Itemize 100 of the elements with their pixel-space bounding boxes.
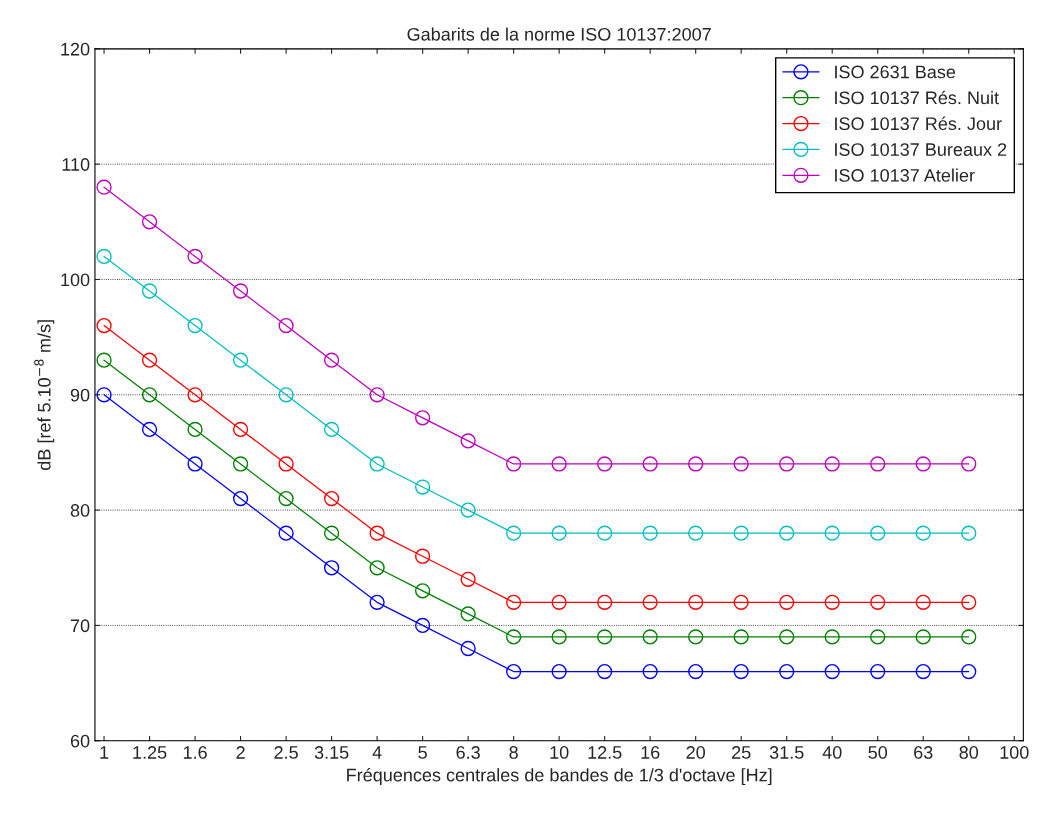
point <box>915 663 931 680</box>
point <box>187 387 203 403</box>
point <box>870 525 886 541</box>
point <box>961 663 977 680</box>
point <box>642 456 658 472</box>
x-tick-label: 1.6 <box>183 746 207 759</box>
point <box>688 594 704 610</box>
x-tick-label: 25 <box>732 746 751 759</box>
point <box>824 594 840 610</box>
point <box>733 456 749 472</box>
point <box>870 663 886 680</box>
point <box>141 214 158 230</box>
point <box>688 456 704 472</box>
y-tick-label: 90 <box>70 388 90 402</box>
legend-label: ISO 10137 Rés. Jour <box>835 116 1002 131</box>
point <box>688 525 704 541</box>
point <box>915 456 931 472</box>
point <box>506 456 522 472</box>
x-tick-label: 12.5 <box>588 746 622 759</box>
point <box>642 525 658 541</box>
point <box>688 629 704 645</box>
point <box>779 594 795 610</box>
point <box>824 525 840 541</box>
point <box>414 548 431 564</box>
point <box>232 421 249 438</box>
point <box>733 594 749 610</box>
point <box>824 663 840 680</box>
point <box>141 352 158 368</box>
point <box>369 525 385 541</box>
x-tick-label: 40 <box>822 746 842 759</box>
point <box>642 663 658 680</box>
legend-label: ISO 10137 Atelier <box>835 168 975 182</box>
x-tick-label: 6.3 <box>456 746 480 759</box>
point <box>551 663 567 680</box>
point <box>915 525 931 541</box>
point <box>369 560 385 576</box>
point <box>323 560 340 576</box>
point <box>506 663 522 680</box>
x-tick-label: 100 <box>1000 746 1029 759</box>
point <box>278 456 294 472</box>
point <box>460 640 476 657</box>
point <box>414 617 431 634</box>
point <box>779 525 795 541</box>
point <box>96 387 112 403</box>
y-tick-label: 120 <box>61 42 90 56</box>
x-tick-label: 20 <box>686 746 706 759</box>
x-tick-label: 31.5 <box>769 746 804 759</box>
point <box>278 525 294 541</box>
point <box>414 479 431 495</box>
point <box>915 629 931 645</box>
legend-label: ISO 2631 Base <box>835 65 956 79</box>
point <box>551 456 567 472</box>
point <box>779 456 795 472</box>
point <box>961 525 977 541</box>
point <box>779 663 795 680</box>
point <box>506 525 522 541</box>
point <box>96 179 112 195</box>
point <box>414 583 431 599</box>
y-tick-label: 70 <box>70 619 90 633</box>
point <box>961 594 977 610</box>
legend-label: ISO 10137 Bureaux 2 <box>835 143 1007 156</box>
point <box>278 317 294 334</box>
point <box>870 456 886 472</box>
point <box>870 594 886 610</box>
point <box>141 283 158 299</box>
x-tick-label: 3.15 <box>314 746 349 759</box>
y-tick-label: 110 <box>62 158 90 171</box>
x-tick-label: 63 <box>914 746 933 759</box>
x-tick-label: 8 <box>509 746 518 759</box>
point <box>460 433 476 449</box>
x-tick-label: 5 <box>418 746 427 759</box>
point <box>232 283 249 299</box>
point <box>642 629 658 645</box>
x-axis-title: Fréquences centrales de bandes de 1/3 d'octave [Hz] <box>347 767 772 786</box>
x-tick-label: 10 <box>550 746 569 759</box>
point <box>733 663 749 680</box>
point <box>187 456 203 472</box>
point <box>551 629 567 645</box>
x-tick-label: 1.25 <box>133 746 167 759</box>
point <box>369 594 385 610</box>
point <box>323 525 340 541</box>
point <box>323 490 340 507</box>
point <box>278 490 294 507</box>
point <box>278 387 294 403</box>
point <box>232 490 249 507</box>
point <box>96 352 112 368</box>
legend-label: ISO 10137 Rés. Nuit <box>835 90 999 105</box>
point <box>551 525 567 541</box>
point <box>551 594 567 610</box>
point <box>460 571 476 587</box>
point <box>414 410 431 426</box>
x-tick-label: 50 <box>868 746 888 759</box>
point <box>369 456 385 472</box>
point <box>141 387 158 403</box>
point <box>506 594 522 610</box>
point <box>733 629 749 645</box>
point <box>187 248 203 265</box>
point <box>187 317 203 334</box>
x-tick-label: 80 <box>959 746 979 759</box>
point <box>824 456 840 472</box>
